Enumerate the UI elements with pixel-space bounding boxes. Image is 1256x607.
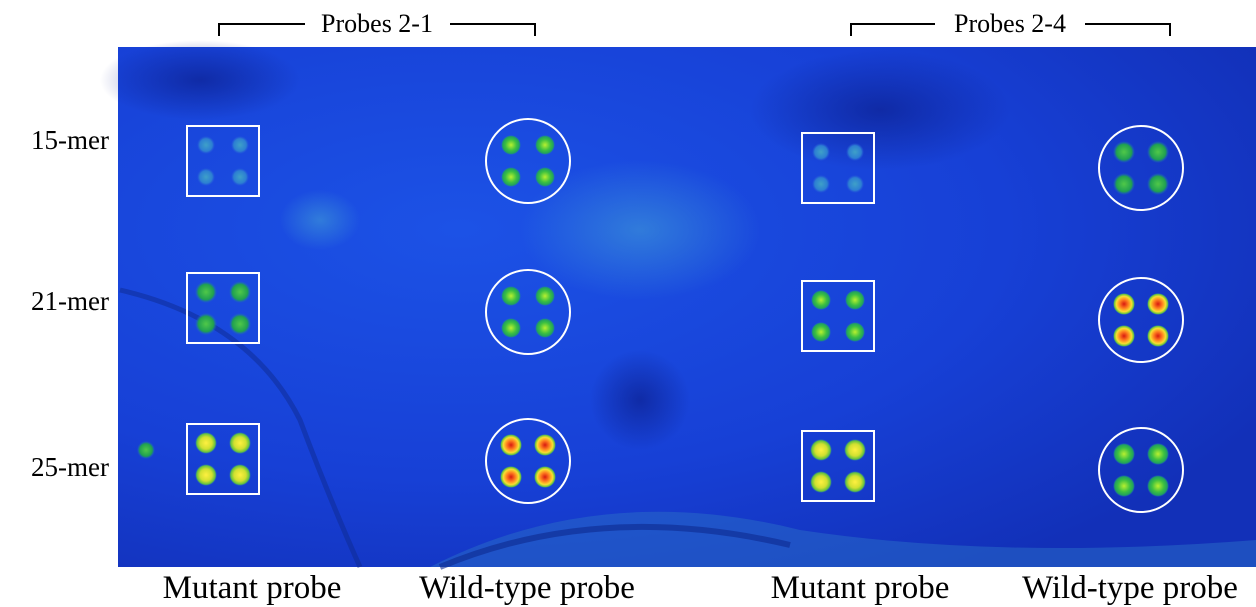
spot [810,439,832,461]
spot [229,464,251,486]
spot [1113,325,1135,347]
spot [1147,173,1169,195]
figure: Probes 2-1 Probes 2-4 15-mer 21-mer 25-m… [0,0,1256,607]
page: Probes 2-1 Probes 2-4 15-mer 21-mer 25-m… [0,0,1256,607]
spot [1113,443,1135,465]
spot [197,136,215,154]
spot [1113,293,1135,315]
spot [500,466,522,488]
spot [535,286,555,306]
column-label: Mutant probe [771,570,950,606]
spot [810,471,832,493]
spot [846,143,864,161]
spot [811,322,831,342]
spot [845,322,865,342]
spot [229,432,251,454]
spot [1147,293,1169,315]
spot [1113,475,1135,497]
array-image [100,40,1256,567]
spot [1147,141,1169,163]
spot [229,313,251,335]
row-label: 15-mer [31,125,109,155]
spot [195,464,217,486]
spot [231,168,249,186]
spot [500,434,522,456]
spot [535,135,555,155]
spot [229,281,251,303]
spot [195,281,217,303]
column-label: Wild-type probe [419,570,635,606]
spot [195,313,217,335]
spot [1147,443,1169,465]
group-header: Probes 2-4 [954,9,1066,38]
column-label: Wild-type probe [1022,570,1238,606]
spot [811,290,831,310]
spot [812,175,830,193]
group-header: Probes 2-1 [321,9,433,38]
spot [501,135,521,155]
spot [535,167,555,187]
spot [535,318,555,338]
row-label: 21-mer [31,286,109,316]
spot [501,167,521,187]
spot [534,466,556,488]
spot [844,471,866,493]
spot [846,175,864,193]
spot [1147,475,1169,497]
spot [534,434,556,456]
row-label: 25-mer [31,452,109,482]
spot [845,290,865,310]
spot [501,318,521,338]
spot [844,439,866,461]
spot [1113,141,1135,163]
column-label: Mutant probe [163,570,342,606]
spot [501,286,521,306]
spot [197,168,215,186]
spot [231,136,249,154]
spot [1113,173,1135,195]
spot [195,432,217,454]
spot [1147,325,1169,347]
spot [812,143,830,161]
